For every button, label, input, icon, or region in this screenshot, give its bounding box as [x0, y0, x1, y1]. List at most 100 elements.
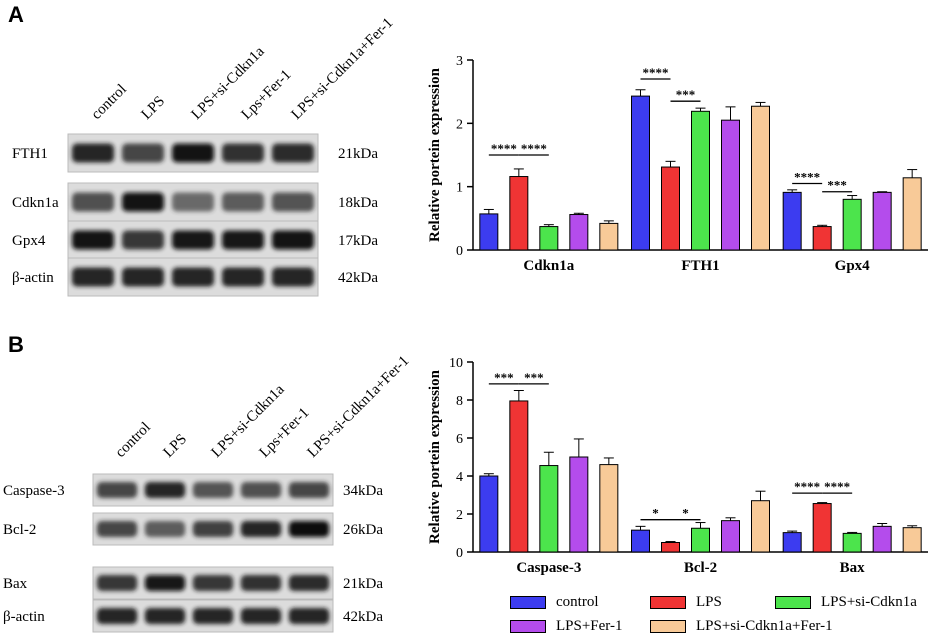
bar — [751, 500, 770, 553]
lane-label: LPS — [139, 93, 169, 123]
bar — [631, 529, 650, 553]
protein-label: Bcl-2 — [3, 522, 36, 538]
blot-band — [72, 230, 114, 250]
bar — [661, 166, 680, 251]
legend-swatch — [650, 619, 686, 633]
category-label: FTH1 — [681, 258, 719, 274]
bar — [479, 475, 499, 553]
legend-swatch — [650, 595, 686, 609]
protein-label: β-actin — [12, 270, 54, 286]
lane-label: control — [113, 419, 154, 460]
blot-band — [96, 521, 138, 537]
chart-legend: control LPS LPS+si-Cdkn1a LPS+Fer-1 LPS+si-C… — [500, 590, 941, 638]
blot-band — [192, 482, 234, 498]
blot-band — [144, 482, 186, 498]
significance-label: **** — [794, 479, 820, 494]
blot-band — [192, 608, 234, 624]
legend-swatch — [510, 619, 546, 633]
y-axis-label: Relative portein expression — [427, 369, 443, 544]
legend-label: LPS+si-Cdkn1a — [821, 593, 917, 610]
kda-label: 42kDa — [343, 609, 383, 625]
blot-band — [288, 575, 330, 591]
significance-label: * — [652, 506, 659, 521]
blot-band — [240, 482, 282, 498]
legend-label: control — [556, 593, 599, 610]
blot-band — [122, 230, 164, 250]
blot-band — [272, 143, 314, 163]
blot-band — [272, 192, 314, 212]
blot-band — [172, 230, 214, 250]
significance-label: **** — [824, 479, 850, 494]
category-label: Caspase-3 — [516, 560, 581, 576]
blot-band — [240, 521, 282, 537]
bar — [631, 95, 650, 251]
kda-label: 21kDa — [338, 146, 378, 162]
significance-label: **** — [643, 65, 669, 80]
blot-band — [144, 575, 186, 591]
bar — [661, 542, 680, 553]
blot-band — [172, 192, 214, 212]
bar — [691, 527, 710, 553]
bar — [812, 503, 832, 553]
bar — [751, 105, 770, 251]
western-blot-a: control LPS LPS+si-Cdkn1aLps+Fer-1LPS+si-C… — [12, 15, 397, 297]
blot-band — [288, 482, 330, 498]
y-tick-label: 0 — [456, 244, 463, 259]
lane-label: LPS+si-Cdkn1a+Fer-1 — [305, 353, 413, 461]
significance-label: * — [682, 506, 689, 521]
y-tick-label: 2 — [456, 117, 463, 132]
lane-label: LPS — [161, 431, 191, 461]
y-tick-label: 1 — [456, 181, 463, 196]
panel-label-b: B — [8, 332, 24, 357]
bar — [539, 465, 559, 553]
legend-item: control — [510, 592, 599, 612]
significance-label: *** — [676, 87, 696, 102]
bar — [902, 527, 922, 553]
kda-label: 18kDa — [338, 195, 378, 211]
legend-swatch — [775, 595, 811, 609]
bar — [721, 119, 740, 251]
lane-label: control — [89, 81, 130, 122]
kda-label: 21kDa — [343, 576, 383, 592]
y-tick-label: 0 — [456, 546, 463, 561]
bar-chart-a: 0 1 2 3 Relative portein expression Cdkn1a FTH… — [427, 54, 928, 274]
protein-label: Cdkn1a — [12, 195, 59, 211]
significance-label: *** — [827, 178, 847, 193]
blot-band — [240, 575, 282, 591]
kda-label: 42kDa — [338, 270, 378, 286]
kda-label: 17kDa — [338, 233, 378, 249]
legend-label: LPS+si-Cdkn1a+Fer-1 — [696, 617, 833, 634]
blot-band — [172, 267, 214, 287]
y-tick-label: 10 — [449, 356, 463, 371]
significance-label: **** — [794, 170, 820, 185]
bar — [479, 213, 499, 251]
legend-item: LPS+si-Cdkn1a+Fer-1 — [650, 616, 833, 636]
y-tick-label: 8 — [456, 394, 463, 409]
blot-band — [144, 608, 186, 624]
blot-band — [72, 267, 114, 287]
lane-label: LPS+si-Cdkn1a+Fer-1 — [289, 15, 397, 123]
y-tick-label: 3 — [456, 54, 463, 69]
legend-item: LPS+Fer-1 — [510, 616, 623, 636]
blot-band — [240, 608, 282, 624]
blot-band — [192, 575, 234, 591]
bar — [842, 532, 862, 553]
protein-label: Gpx4 — [12, 233, 46, 249]
blot-band — [272, 267, 314, 287]
y-tick-label: 4 — [456, 470, 463, 485]
bar — [691, 110, 710, 251]
y-axis-label: Relative portein expression — [427, 67, 443, 242]
blot-band — [96, 608, 138, 624]
bar — [842, 198, 862, 251]
blot-band — [222, 267, 264, 287]
blot-band — [122, 192, 164, 212]
legend-swatch — [510, 595, 546, 609]
blot-band — [192, 521, 234, 537]
y-tick-label: 6 — [456, 432, 463, 447]
significance-label: *** — [494, 370, 513, 385]
legend-label: LPS+Fer-1 — [556, 617, 623, 634]
blot-band — [222, 143, 264, 163]
blot-band — [222, 192, 264, 212]
category-label: Bcl-2 — [684, 560, 717, 576]
bar — [902, 177, 922, 251]
